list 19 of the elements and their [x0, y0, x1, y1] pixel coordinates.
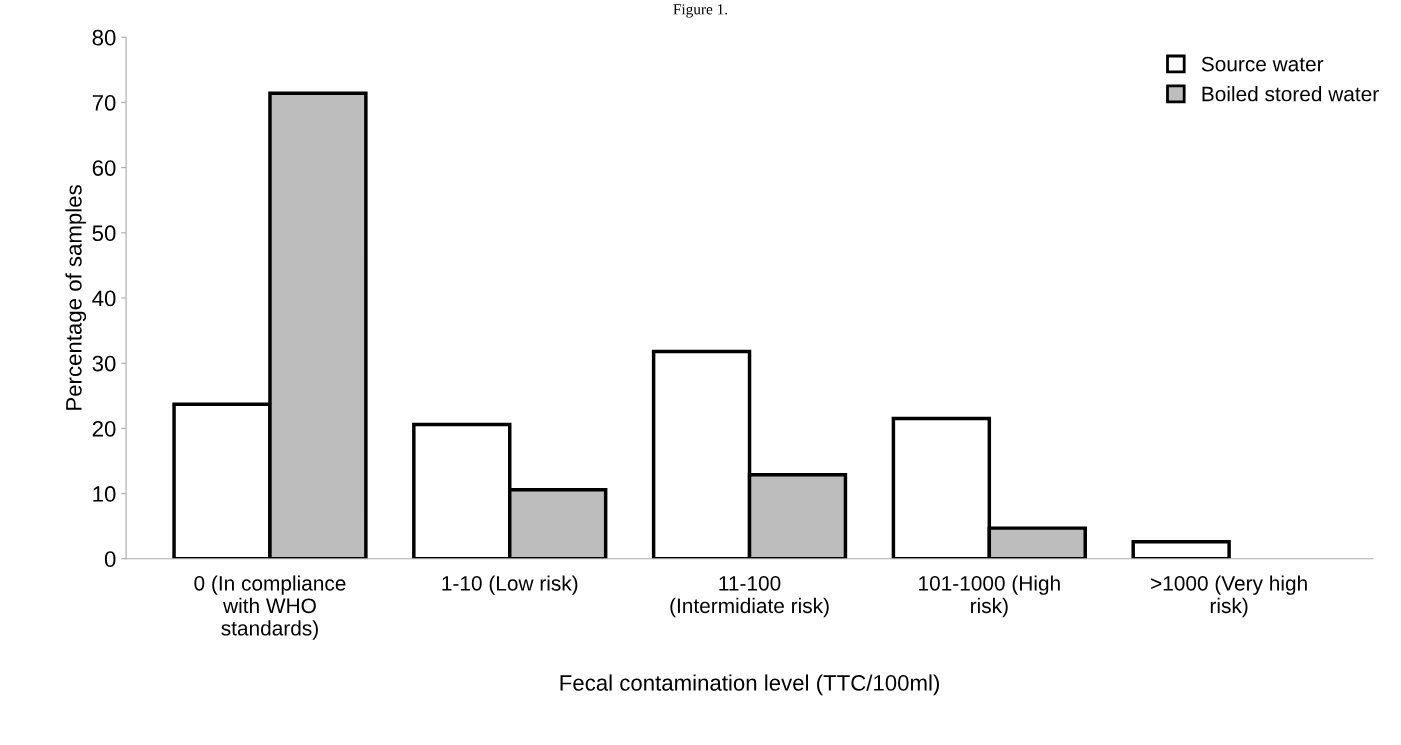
- x-tick-label: 0 (In compliance with WHO standards): [194, 575, 346, 640]
- y-tick-label: 70: [92, 94, 116, 111]
- y-tick-label: 20: [92, 420, 116, 437]
- y-tick-label: 80: [92, 29, 116, 46]
- chart-title: Figure 1.: [673, 4, 728, 18]
- y-tick-label: 60: [92, 160, 116, 176]
- y-tick-label: 50: [92, 225, 116, 242]
- x-tick-label: 101-1000 (High risk): [919, 575, 1060, 618]
- legend-label: Boiled stored water: [1202, 86, 1379, 102]
- y-tick-label: 10: [93, 486, 116, 502]
- y-axis-title: Percentage of samples: [65, 185, 87, 410]
- y-tick-label: 0: [104, 551, 116, 568]
- y-tick-label: 40: [92, 290, 116, 307]
- x-tick-label: 1-10 (Low risk): [442, 575, 578, 595]
- x-axis-title: Fecal contamination level (TTC/100ml): [560, 674, 939, 696]
- x-tick-label: >1000 (Very high risk): [1151, 575, 1307, 618]
- y-tick-label: 30: [92, 355, 116, 372]
- legend-label: Source water: [1201, 56, 1324, 72]
- x-tick-label: 11-100 (Intermidiate risk): [670, 575, 829, 618]
